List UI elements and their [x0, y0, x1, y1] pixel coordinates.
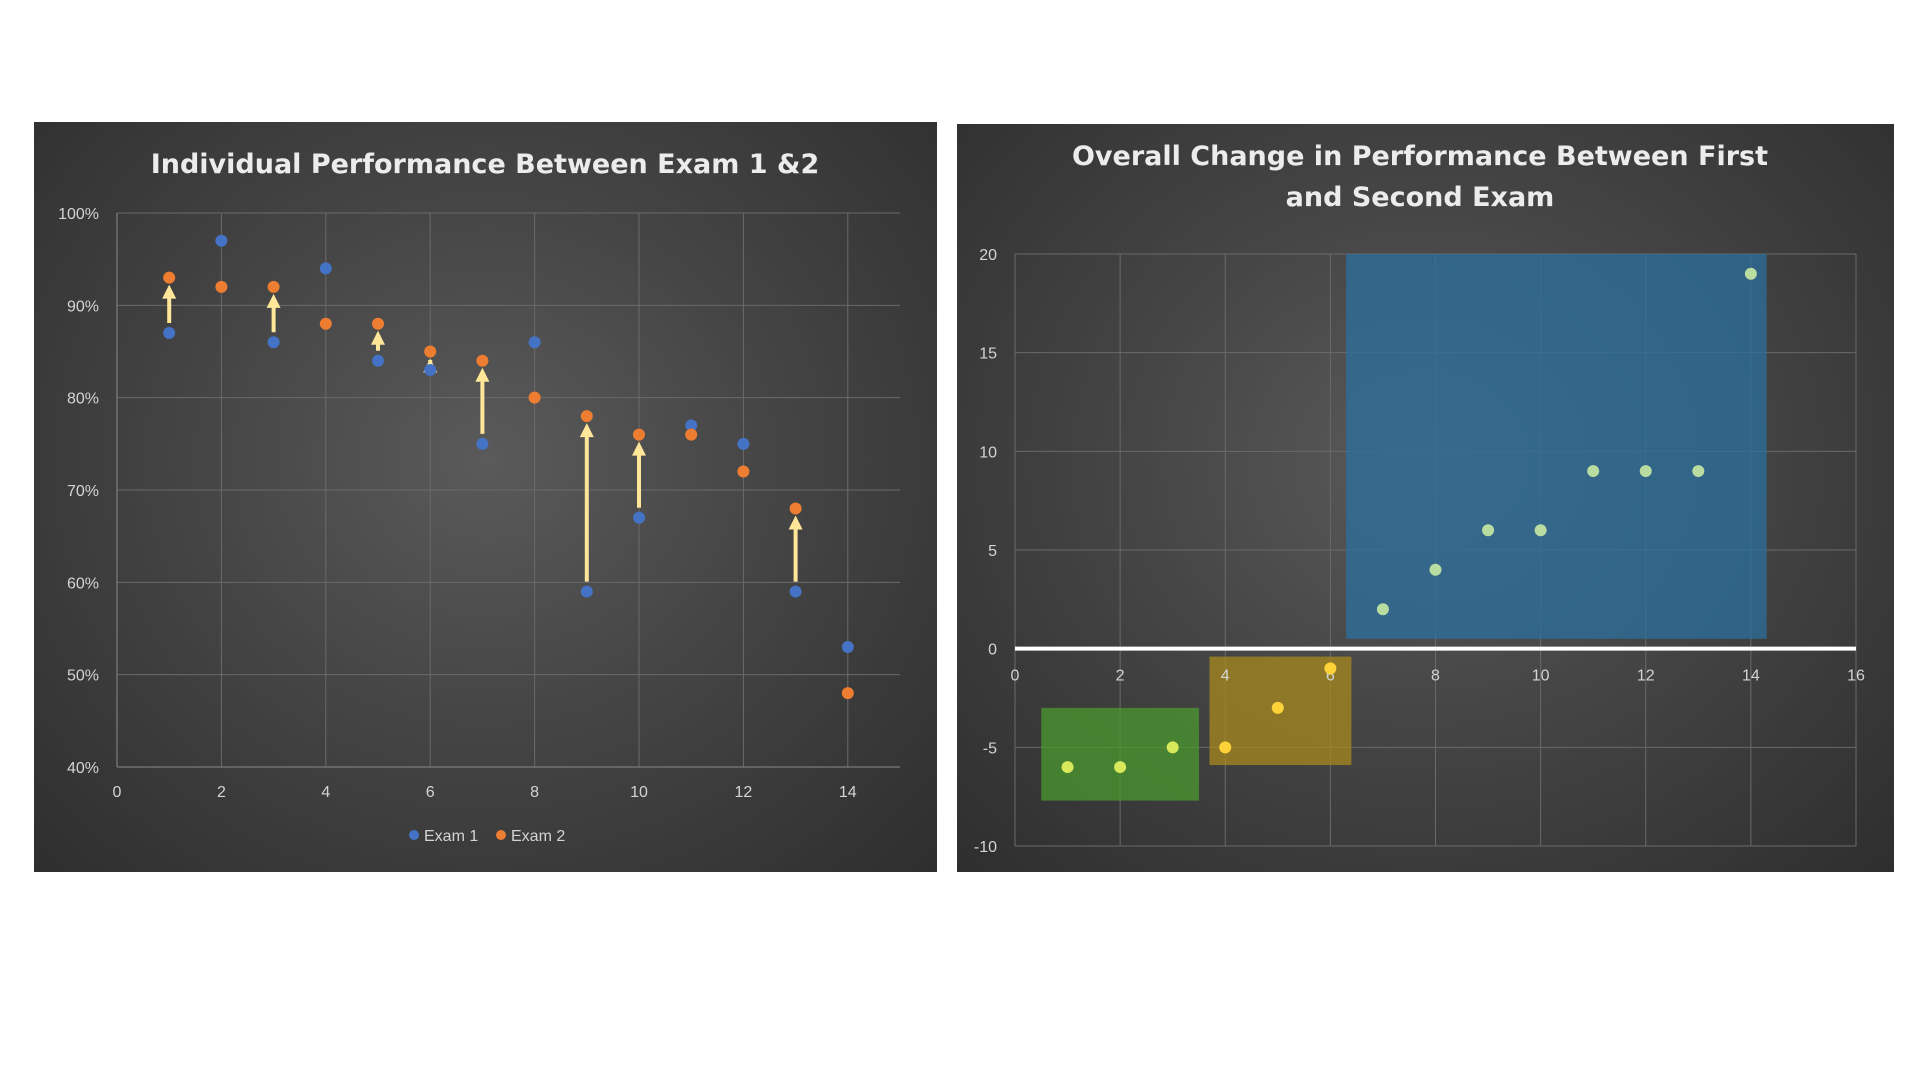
change-point [1744, 267, 1757, 280]
chart-title: Individual Performance Between Exam 1 &2 [151, 149, 820, 180]
exam-1-point [267, 336, 280, 349]
legend-exam-1-label: Exam 1 [424, 828, 478, 845]
x-tick-label: 16 [1847, 668, 1865, 685]
exam-1-point [163, 327, 176, 340]
y-tick-label: 70% [67, 483, 99, 500]
improvement-arrow-head [579, 423, 594, 438]
y-tick-label: 100% [58, 206, 99, 223]
y-tick-label: 90% [67, 298, 99, 315]
improvement-arrow-head [162, 284, 177, 299]
change-point [1376, 603, 1389, 616]
y-tick-label: 60% [67, 575, 99, 592]
change-point [1271, 701, 1284, 714]
exam-2-point [633, 428, 645, 441]
exam-1-point [476, 437, 489, 450]
exam-2-point [580, 410, 593, 423]
x-tick-label: 4 [1221, 668, 1230, 685]
improvement-arrow-head [371, 330, 385, 345]
exam-1-point [319, 262, 332, 275]
x-tick-label: 14 [839, 784, 857, 801]
exam-2-point [476, 354, 489, 367]
x-tick-label: 2 [217, 784, 226, 801]
exam-1-point [424, 363, 437, 376]
exam-2-point [789, 502, 802, 515]
y-tick-label: -10 [974, 839, 997, 856]
exam-2-point [737, 465, 750, 478]
y-tick-label: 40% [67, 760, 99, 777]
y-tick-label: 80% [67, 391, 99, 408]
x-tick-label: 8 [530, 784, 539, 801]
exam-2-point [685, 428, 698, 441]
x-tick-label: 12 [735, 784, 753, 801]
y-tick-label: 15 [979, 346, 997, 363]
exam-scores-chart-panel: Individual Performance Between Exam 1 &2… [34, 122, 937, 872]
exam-1-point [580, 585, 593, 598]
x-tick-label: 14 [1742, 668, 1760, 685]
exam-2-point [215, 280, 228, 293]
exam-1-point [841, 640, 854, 653]
performance-change-chart-panel: Overall Change in Performance Between Fi… [957, 124, 1894, 872]
x-tick-label: 10 [630, 784, 648, 801]
exam-scores-chart: Individual Performance Between Exam 1 &2… [58, 149, 900, 845]
exam-2-point [841, 687, 854, 700]
exam-1-point [215, 234, 228, 247]
x-tick-label: 0 [113, 784, 122, 801]
performance-change-chart: Overall Change in Performance Between Fi… [974, 141, 1865, 856]
x-tick-label: 0 [1011, 668, 1020, 685]
change-point [1534, 524, 1547, 537]
y-tick-label: 0 [988, 642, 997, 659]
y-tick-label: 10 [979, 444, 997, 461]
exam-2-point [163, 271, 176, 284]
highlight-region-decline [1041, 707, 1199, 801]
improvement-arrow-head [632, 441, 646, 456]
exam-2-point [319, 317, 332, 330]
exam-1-point [372, 354, 384, 367]
x-tick-label: 10 [1532, 668, 1550, 685]
exam-1-point [685, 419, 698, 432]
y-tick-label: -5 [983, 740, 997, 757]
exam-1-point [528, 336, 541, 349]
y-tick-label: 20 [979, 247, 997, 264]
chart-title-line-1: Overall Change in Performance Between Fi… [1072, 141, 1768, 172]
change-point [1166, 741, 1179, 754]
x-tick-label: 6 [426, 784, 435, 801]
exam-2-point [424, 345, 437, 358]
change-point [1429, 563, 1442, 576]
change-point [1639, 465, 1652, 478]
exam-1-point [633, 511, 645, 524]
exam-2-point [267, 280, 280, 293]
improvement-arrow-head [788, 515, 803, 530]
improvement-arrow-head [475, 367, 490, 382]
legend-exam-1-marker [409, 830, 419, 840]
change-point [1061, 761, 1074, 774]
x-tick-label: 12 [1637, 668, 1655, 685]
change-point [1114, 761, 1127, 774]
y-tick-label: 5 [988, 543, 997, 560]
x-tick-label: 2 [1116, 668, 1125, 685]
x-tick-label: 6 [1326, 668, 1335, 685]
change-point [1219, 741, 1232, 754]
improvement-arrow-head [266, 293, 281, 308]
change-point [1587, 465, 1600, 478]
change-point [1324, 662, 1337, 675]
chart-title-line-2: and Second Exam [1286, 182, 1555, 213]
y-tick-label: 50% [67, 668, 99, 685]
legend-exam-2-marker [496, 830, 506, 840]
highlight-region-improvement [1346, 254, 1767, 639]
legend-exam-2-label: Exam 2 [511, 828, 565, 845]
change-point [1692, 465, 1705, 478]
exam-1-point [789, 585, 802, 598]
x-tick-label: 8 [1431, 668, 1440, 685]
exam-2-point [372, 317, 384, 330]
exam-1-point [737, 437, 750, 450]
exam-2-point [528, 391, 541, 404]
change-point [1482, 524, 1495, 537]
x-tick-label: 4 [321, 784, 330, 801]
